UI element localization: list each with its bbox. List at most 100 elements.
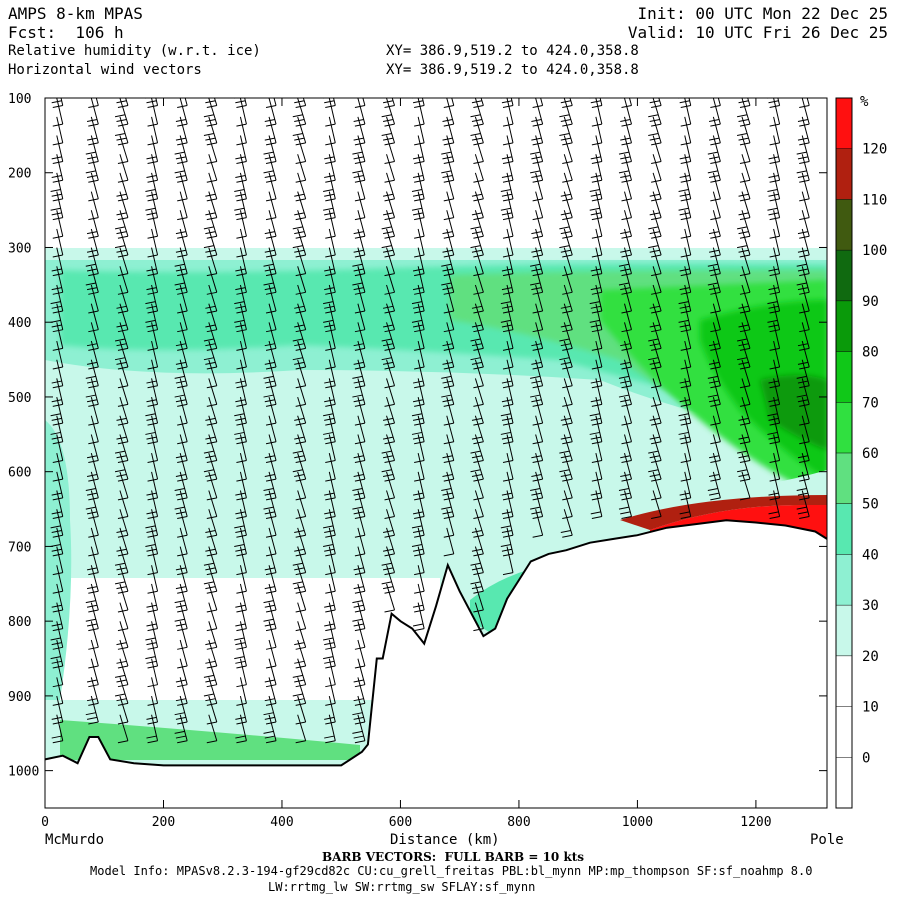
wind-barb [501, 266, 514, 295]
wind-barb [236, 322, 247, 351]
wind-barb [500, 509, 514, 538]
colorbar-box [836, 402, 852, 453]
wind-barb [147, 322, 159, 351]
wind-barb [235, 695, 247, 725]
wind-barb [52, 116, 64, 146]
wind-barb [591, 453, 603, 482]
wind-barb [680, 98, 692, 127]
wind-barb [146, 266, 159, 295]
wind-barb [679, 378, 692, 407]
wind-barb [500, 527, 514, 557]
wind-barb [443, 527, 455, 557]
x-tick-label: 1000 [622, 815, 653, 830]
wind-barb [502, 322, 514, 351]
wind-barb [590, 266, 603, 295]
wind-barb [591, 98, 603, 127]
wind-barb [52, 340, 64, 370]
colorbar-label: 30 [862, 598, 879, 614]
wind-barb [768, 135, 781, 165]
wind-barb [411, 172, 425, 202]
colorbar-box [836, 554, 852, 606]
wind-barb [235, 135, 247, 165]
colorbar-label: 50 [862, 497, 879, 513]
wind-barb [739, 471, 751, 501]
wind-barb [411, 415, 425, 445]
forecast-hour: Fcst: 106 h [8, 23, 124, 42]
wind-barb [323, 509, 336, 538]
wind-barb [234, 191, 247, 221]
wind-barb [234, 284, 247, 314]
wind-barb [323, 284, 336, 314]
wind-barb [414, 116, 425, 146]
wind-barb [678, 284, 692, 314]
wind-barb [236, 677, 247, 706]
wind-barb [589, 98, 603, 108]
wind-barb [325, 546, 336, 576]
y-tick-label: 600 [8, 466, 31, 481]
wind-barb [145, 527, 159, 557]
wind-barb [147, 228, 159, 258]
wind-barb [767, 396, 781, 426]
colorbar-box [836, 148, 852, 200]
wind-barb [680, 340, 692, 370]
wind-barb [146, 154, 159, 183]
wind-barb [51, 378, 64, 407]
colorbar-label: 90 [862, 294, 879, 310]
wind-barb [680, 434, 692, 463]
wind-barb [52, 658, 64, 688]
wind-barb [234, 527, 247, 557]
wind-barb [414, 98, 425, 127]
x-tick-label: 600 [389, 815, 412, 830]
wind-barb [50, 621, 64, 650]
wind-barb [323, 191, 336, 221]
wind-barb [324, 135, 336, 165]
wind-barb [85, 695, 99, 725]
wind-barb [52, 453, 64, 482]
wind-barb [324, 471, 336, 501]
plot-frame [44, 97, 828, 809]
wind-barb [680, 322, 692, 351]
wind-barb [50, 415, 64, 445]
wind-barb [590, 378, 603, 407]
wind-barb [470, 453, 484, 482]
wind-barb [412, 154, 425, 183]
wind-barb [324, 359, 336, 389]
wind-barb [51, 247, 64, 277]
wind-barb [590, 490, 603, 520]
wind-barb [145, 621, 159, 650]
wind-barb [796, 490, 810, 520]
wind-barb [147, 116, 159, 146]
wind-barb [501, 359, 514, 389]
wind-barb [146, 378, 159, 407]
wind-barb [236, 340, 247, 370]
wind-barb [50, 284, 64, 314]
wind-barb [502, 453, 514, 482]
wind-barb [412, 378, 425, 407]
wind-barb [325, 228, 336, 258]
wind-barb [50, 509, 64, 538]
wind-barb [50, 98, 64, 108]
wind-barb [117, 714, 129, 744]
wind-barb [206, 714, 218, 744]
wind-barb [325, 565, 336, 594]
wind-barb [502, 434, 514, 463]
xy-range-2: XY= 386.9,519.2 to 424.0,358.8 [386, 62, 639, 78]
wind-barb [769, 228, 781, 258]
field-name-2: Horizontal wind vectors [8, 62, 202, 78]
wind-barb [235, 490, 247, 520]
wind-barb [51, 695, 64, 725]
wind-barb [50, 191, 64, 221]
wind-barb [147, 565, 159, 594]
wind-barb [324, 247, 336, 277]
wind-barb [414, 340, 425, 370]
wind-barb [767, 415, 781, 445]
wind-barb [324, 602, 336, 632]
wind-barb [236, 565, 247, 594]
wind-barb [51, 583, 64, 613]
wind-barb [236, 116, 247, 146]
x-axis-title: Distance (km) [390, 832, 500, 848]
wind-barb [50, 639, 64, 669]
wind-barb [414, 210, 425, 239]
colorbar-label: 40 [862, 547, 879, 563]
terrain-line [44, 519, 828, 767]
